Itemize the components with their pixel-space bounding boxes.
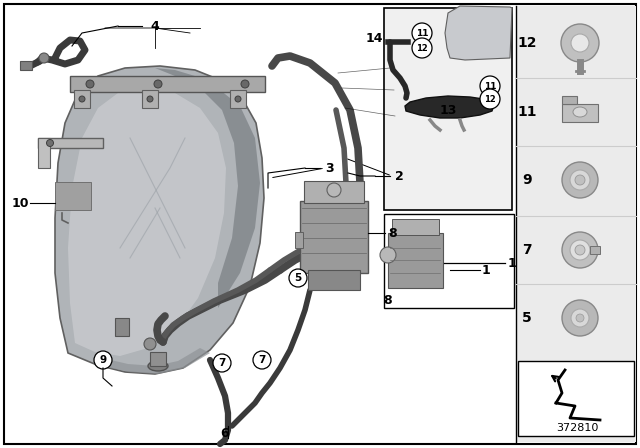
Text: 11: 11 xyxy=(484,82,496,90)
Bar xyxy=(74,90,90,108)
Bar xyxy=(20,61,32,70)
Ellipse shape xyxy=(148,361,168,371)
Bar xyxy=(562,104,598,122)
Circle shape xyxy=(412,38,432,58)
Text: 4: 4 xyxy=(150,20,159,33)
Text: 9: 9 xyxy=(522,173,532,187)
Text: 5: 5 xyxy=(294,273,301,283)
Bar xyxy=(590,246,600,254)
Circle shape xyxy=(571,34,589,52)
Bar xyxy=(304,181,364,203)
Bar xyxy=(384,214,514,308)
Circle shape xyxy=(570,170,590,190)
Circle shape xyxy=(86,80,94,88)
Circle shape xyxy=(380,247,396,263)
Bar xyxy=(150,352,166,366)
Bar xyxy=(308,270,360,290)
Polygon shape xyxy=(405,96,494,118)
Circle shape xyxy=(562,232,598,268)
Text: 14: 14 xyxy=(365,31,383,44)
Text: 9: 9 xyxy=(99,355,107,365)
Polygon shape xyxy=(55,66,264,374)
Text: 7: 7 xyxy=(218,358,226,368)
Text: 1: 1 xyxy=(508,257,516,270)
Polygon shape xyxy=(68,88,226,356)
Circle shape xyxy=(147,96,153,102)
Circle shape xyxy=(289,269,307,287)
Circle shape xyxy=(570,240,590,260)
Ellipse shape xyxy=(573,107,587,117)
Circle shape xyxy=(47,139,54,146)
Text: 11: 11 xyxy=(517,105,537,119)
Bar xyxy=(230,90,246,108)
Circle shape xyxy=(213,354,231,372)
Bar xyxy=(518,361,634,436)
Text: 13: 13 xyxy=(439,103,457,116)
Bar xyxy=(115,318,129,336)
Text: 10: 10 xyxy=(12,197,29,210)
Circle shape xyxy=(576,314,584,322)
Bar xyxy=(38,138,103,148)
Circle shape xyxy=(571,309,589,327)
Bar xyxy=(55,182,91,210)
Circle shape xyxy=(575,245,585,255)
Circle shape xyxy=(412,23,432,43)
Circle shape xyxy=(241,80,249,88)
Circle shape xyxy=(235,96,241,102)
Circle shape xyxy=(327,183,341,197)
Circle shape xyxy=(575,175,585,185)
Text: 3: 3 xyxy=(325,161,333,175)
Polygon shape xyxy=(100,348,210,374)
Circle shape xyxy=(561,24,599,62)
Text: 372810: 372810 xyxy=(556,423,598,433)
Text: 1: 1 xyxy=(482,263,491,276)
Circle shape xyxy=(480,89,500,109)
Bar xyxy=(392,219,439,235)
Bar xyxy=(295,232,303,248)
Polygon shape xyxy=(155,68,260,308)
Bar xyxy=(384,8,512,210)
Bar xyxy=(70,76,265,92)
Text: 2: 2 xyxy=(395,169,404,182)
Circle shape xyxy=(562,300,598,336)
Circle shape xyxy=(480,76,500,96)
Polygon shape xyxy=(445,6,512,60)
Circle shape xyxy=(79,96,85,102)
Circle shape xyxy=(94,351,112,369)
Circle shape xyxy=(562,162,598,198)
Circle shape xyxy=(253,351,271,369)
Text: 12: 12 xyxy=(484,95,496,103)
Circle shape xyxy=(154,80,162,88)
Text: 5: 5 xyxy=(522,311,532,325)
Circle shape xyxy=(39,53,49,63)
Text: 7: 7 xyxy=(259,355,266,365)
Bar xyxy=(142,90,158,108)
Text: 12: 12 xyxy=(416,43,428,52)
Bar xyxy=(516,6,636,442)
Bar xyxy=(562,96,577,104)
Circle shape xyxy=(144,338,156,350)
Text: 8: 8 xyxy=(384,293,392,306)
Text: 12: 12 xyxy=(517,36,537,50)
Text: 8: 8 xyxy=(388,227,397,240)
Bar xyxy=(38,138,50,168)
Bar xyxy=(300,201,368,273)
Text: 6: 6 xyxy=(221,427,229,440)
Text: 7: 7 xyxy=(522,243,532,257)
Bar xyxy=(388,233,443,288)
Text: 11: 11 xyxy=(416,29,428,38)
